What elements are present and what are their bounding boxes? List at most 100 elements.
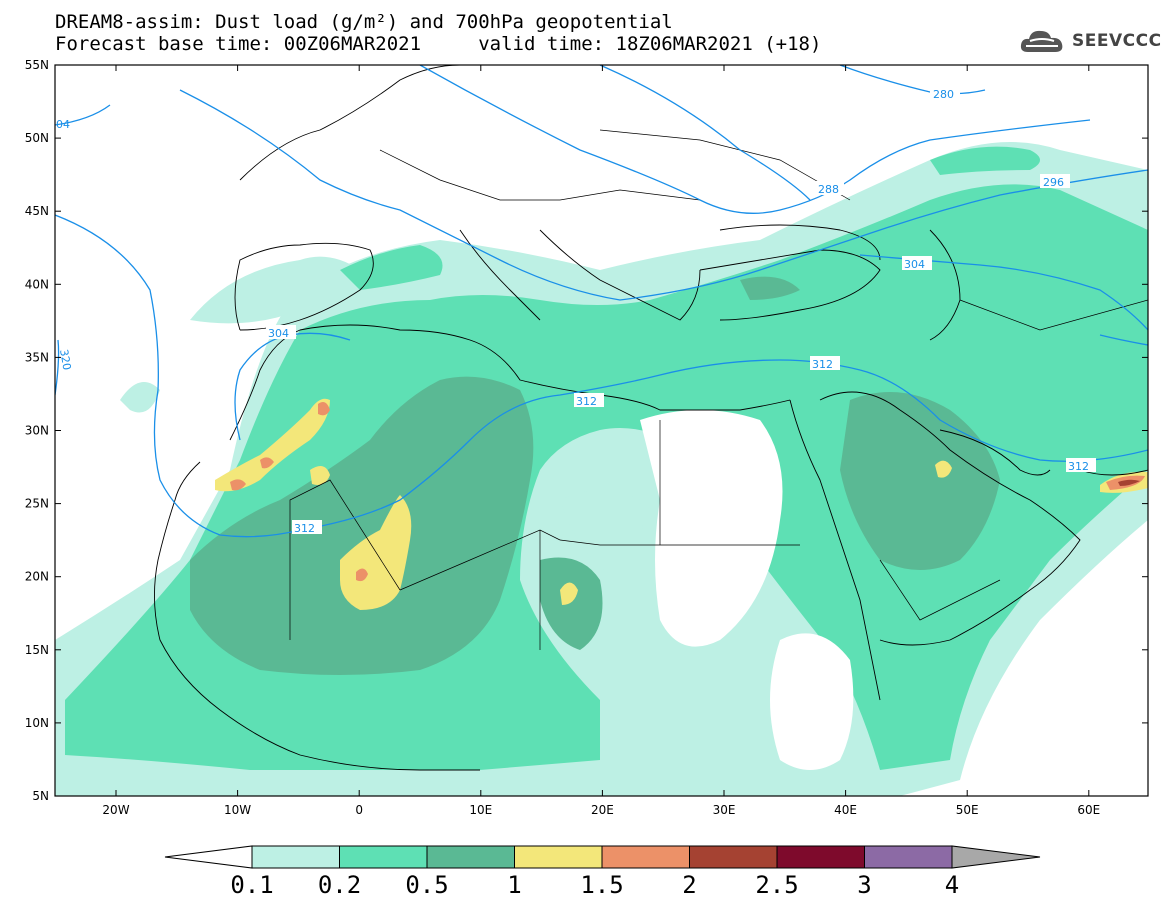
colorbar-tick-label: 1	[507, 871, 521, 899]
coast-north-africa	[229, 324, 791, 441]
border-ukraine	[599, 129, 851, 201]
colorbar: 0.1 0.2 0.5 1 1.5 2 2.5 3 4	[164, 845, 1041, 899]
lat-label: 40N	[25, 277, 49, 291]
contour-304-b	[234, 332, 351, 441]
dust-area-orange-mali	[356, 568, 368, 582]
contour-label-304-east: 304	[904, 258, 925, 271]
lat-label: 30N	[25, 424, 49, 438]
dust-area-red-pakistan	[1118, 479, 1140, 486]
contour-label-288: 288	[818, 183, 839, 196]
lon-label: 10E	[469, 803, 492, 817]
coast-turkey	[699, 249, 881, 321]
colorbar-segment	[601, 845, 690, 869]
lon-label: 10W	[224, 803, 251, 817]
lat-label: 5N	[32, 789, 49, 803]
coast-west-africa	[154, 461, 480, 771]
border-saudi	[879, 559, 1001, 621]
border-iran	[959, 299, 1148, 331]
contour-west	[55, 104, 111, 126]
contour-280	[839, 65, 986, 95]
border-egypt-sudan	[559, 539, 800, 546]
lat-label: 20N	[25, 570, 49, 584]
dust-area-medium-caspian	[930, 146, 1040, 175]
dust-area-light-atlantic	[120, 382, 160, 413]
colorbar-segment	[251, 845, 340, 869]
contour-label-304: 304	[268, 327, 289, 340]
logo-text: SEEVCCC	[1072, 31, 1162, 51]
dust-area-light-iberia	[190, 256, 360, 324]
lat-label: 55N	[25, 58, 49, 72]
colorbar-under-arrow	[164, 845, 253, 869]
cloud-logo-icon	[1020, 30, 1063, 52]
dust-area-orange-morocco	[230, 479, 246, 491]
contour-304	[55, 214, 861, 538]
lon-label: 50E	[956, 803, 979, 817]
dust-free-egypt	[640, 410, 783, 647]
coast-iberia	[234, 242, 374, 331]
contour-label-280: 280	[933, 88, 954, 101]
coast-blacksea	[719, 224, 881, 261]
colorbar-tick-label: 2.5	[755, 871, 798, 899]
dust-area-yellow-mali	[340, 495, 412, 610]
lon-label: 20W	[102, 803, 129, 817]
border-niger	[399, 529, 561, 591]
lat-label: 10N	[25, 716, 49, 730]
coast-persian-gulf	[939, 429, 1051, 476]
contour-label-west: 04	[56, 118, 70, 131]
colorbar-segment	[689, 845, 778, 869]
coast-caspian	[929, 229, 961, 341]
contour-320	[55, 339, 60, 396]
contour-label-296: 296	[1043, 176, 1064, 189]
dust-area-medium-europe	[340, 245, 443, 290]
lat-label: 15N	[25, 643, 49, 657]
colorbar-tick-label: 1.5	[580, 871, 623, 899]
border-mali-algeria	[289, 479, 401, 640]
colorbar-tick-label: 0.2	[318, 871, 361, 899]
colorbar-tick-label: 4	[945, 871, 959, 899]
colorbar-over-arrow	[951, 845, 1041, 869]
dust-area-yellow-algeria	[310, 466, 330, 485]
contour-288-b	[599, 65, 811, 201]
dust-area-orange-morocco2	[260, 457, 274, 469]
contour-288	[419, 65, 1091, 214]
dust-field	[55, 142, 1148, 796]
dust-free-sudan	[560, 490, 643, 580]
colorbar-segment	[776, 845, 865, 869]
borders	[289, 129, 1148, 650]
dust-area-yellow-libya	[560, 582, 578, 605]
colorbar-tick-label: 0.5	[405, 871, 448, 899]
dust-area-yellow-saudi	[935, 460, 952, 478]
lon-label: 0	[355, 803, 363, 817]
colorbar-segment	[339, 845, 428, 869]
geopotential-contours	[55, 65, 1148, 538]
contour-label-312-east: 312	[1068, 460, 1089, 473]
coast-arabia	[819, 391, 1081, 646]
contour-label-312-med: 312	[576, 395, 597, 408]
colorbar-tick-label: 3	[857, 871, 871, 899]
colorbar-segment	[514, 845, 603, 869]
coast-europe-north	[239, 65, 461, 181]
colorbar-segment	[426, 845, 515, 869]
lat-label: 45N	[25, 204, 49, 218]
lat-label: 25N	[25, 497, 49, 511]
dust-area-dark-turkey	[740, 276, 800, 300]
coast-red-sea	[789, 399, 881, 701]
lon-label: 40E	[834, 803, 857, 817]
longitude-axis: 20W 10W 0 10E 20E 30E 40E 50E 60E	[102, 65, 1100, 817]
colorbar-tick-label: 0.1	[230, 871, 273, 899]
seevccc-logo: SEEVCCC	[1018, 26, 1162, 56]
lon-label: 20E	[591, 803, 614, 817]
dust-area-orange-algeria	[318, 402, 330, 416]
dust-area-dark-chad	[540, 557, 603, 650]
latitude-axis: 55N 50N 45N 40N 35N 30N 25N 20N 15N 10N 5N	[25, 58, 1148, 803]
contour-label-312-levant: 312	[812, 358, 833, 371]
map-title: DREAM8-assim: Dust load (g/m²) and 700hP…	[55, 11, 673, 33]
forecast-time-line: Forecast base time: 00Z06MAR2021 valid t…	[55, 33, 822, 55]
dust-area-dark-sahara	[190, 376, 534, 675]
lat-label: 35N	[25, 350, 49, 364]
lat-label: 50N	[25, 131, 49, 145]
border-central-europe	[379, 149, 701, 201]
dust-area-yellow-morocco	[215, 398, 330, 492]
contour-label-320: 320	[57, 348, 73, 371]
contour-296	[179, 89, 1148, 301]
